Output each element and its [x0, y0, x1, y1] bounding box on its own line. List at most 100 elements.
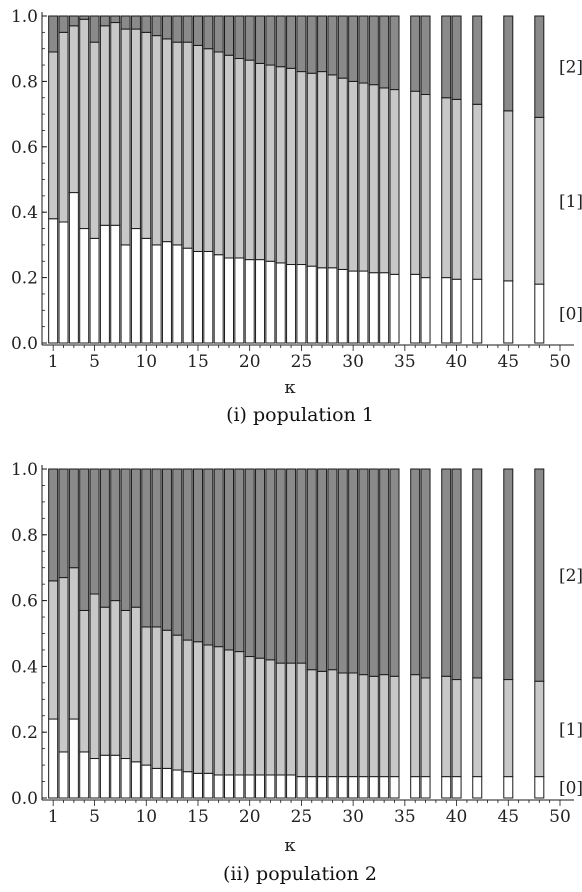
bar-segment [192, 15, 203, 46]
bar-segment [348, 672, 359, 778]
bar-segment [99, 15, 110, 27]
bar-segment [130, 15, 141, 30]
bar-segment [358, 82, 369, 272]
bar-segment [337, 268, 348, 344]
bar-segment [203, 15, 214, 50]
bar-segment [389, 675, 400, 778]
bar-segment [317, 267, 328, 344]
bar-segment [327, 776, 338, 799]
bar-segment [358, 468, 369, 676]
bar-segment [58, 15, 69, 33]
y-tick-label: 0.0 [11, 789, 38, 809]
bar-segment [110, 15, 121, 24]
plot-area: 0.00.20.40.60.81.01 5 10 15 20 25 30 35 40 45 50[0… [11, 460, 582, 827]
bar-segment [534, 15, 545, 118]
bar-segment [472, 103, 483, 280]
bar-segment [451, 278, 462, 344]
chart-panel-population-1: 0.00.20.40.60.81.01 5 10 15 20 25 30 35 40 45 50[0… [11, 7, 582, 426]
y-tick-label: 0.4 [11, 203, 38, 223]
bar-segment [306, 15, 317, 74]
bar-segment [337, 776, 348, 799]
x-tick-label: 45 [497, 352, 519, 372]
bar-segment [182, 771, 193, 799]
bar-segment [68, 192, 79, 344]
bar-segment [89, 15, 100, 43]
bar-segment [379, 272, 390, 344]
bar-segment [110, 754, 121, 799]
bar-segment [68, 718, 79, 799]
bar-segment [99, 606, 110, 756]
bar-segment [224, 257, 235, 344]
bar-segment [89, 237, 100, 344]
bar-segment [234, 58, 245, 259]
x-tick-label: 1 [48, 352, 59, 372]
x-tick-label: 35 [394, 807, 416, 827]
bar-segment [534, 468, 545, 682]
bar-segment [161, 241, 172, 344]
bar-segment [420, 93, 431, 279]
bar-segment [192, 250, 203, 344]
bar-segment [120, 28, 131, 246]
bar-segment [224, 649, 235, 776]
bar-segment [534, 283, 545, 344]
bar-segment [420, 15, 431, 95]
bar-segment [441, 277, 452, 344]
bar-segment [275, 662, 286, 776]
bar-segment [89, 468, 100, 595]
bar-segment [79, 468, 90, 611]
y-tick-label: 0.2 [11, 269, 38, 289]
bar-segment [130, 606, 141, 763]
bar-segment [327, 74, 338, 269]
x-tick-label: 30 [342, 807, 364, 827]
bar-segment [534, 776, 545, 799]
bar-segment [410, 776, 421, 799]
bar-segment [348, 468, 359, 674]
bar-segment [286, 67, 297, 266]
y-tick-label: 0.6 [11, 592, 38, 612]
x-tick-label: 40 [446, 807, 468, 827]
bar-segment [358, 674, 369, 778]
bar-segment [420, 277, 431, 344]
bar-segment [503, 679, 514, 778]
bar-segment [410, 273, 421, 344]
bar-segment [130, 468, 141, 608]
bar-segment [317, 670, 328, 778]
bar-segment [58, 577, 69, 753]
bar-segment [79, 15, 90, 20]
bar-segment [130, 761, 141, 799]
bar-segment [286, 264, 297, 344]
x-tick-label: 20 [239, 807, 261, 827]
bar-segment [151, 626, 162, 769]
bar-segment [141, 468, 152, 628]
bar-segment [141, 15, 152, 33]
bar-segment [255, 259, 266, 344]
bar-segment [368, 675, 379, 778]
bar-segment [296, 776, 307, 799]
bar-segment [68, 25, 79, 194]
bar-segment [151, 35, 162, 246]
bar-segment [337, 15, 348, 79]
legend-label: [2] [559, 58, 582, 78]
bar-segment [337, 77, 348, 270]
bar-segment [296, 264, 307, 344]
bar-segment [441, 97, 452, 279]
bar-segment [451, 15, 462, 100]
y-tick-label: 0.8 [11, 526, 38, 546]
bar-segment [213, 646, 224, 776]
bar-segment [79, 609, 90, 753]
bar-segment [389, 89, 400, 275]
bar-segment [120, 15, 131, 30]
legend-label: [0] [559, 778, 582, 798]
x-tick-label: 45 [497, 807, 519, 827]
bar-segment [203, 48, 214, 252]
legend-label: [1] [559, 720, 582, 740]
bar-segment [306, 776, 317, 799]
bar-segment [244, 259, 255, 344]
bar-segment [213, 51, 224, 256]
bar-segment [79, 751, 90, 799]
bar-segment [389, 15, 400, 91]
bar-segment [58, 468, 69, 579]
bar-segment [317, 776, 328, 799]
bar-segment [203, 468, 214, 646]
bar-segment [161, 15, 172, 40]
